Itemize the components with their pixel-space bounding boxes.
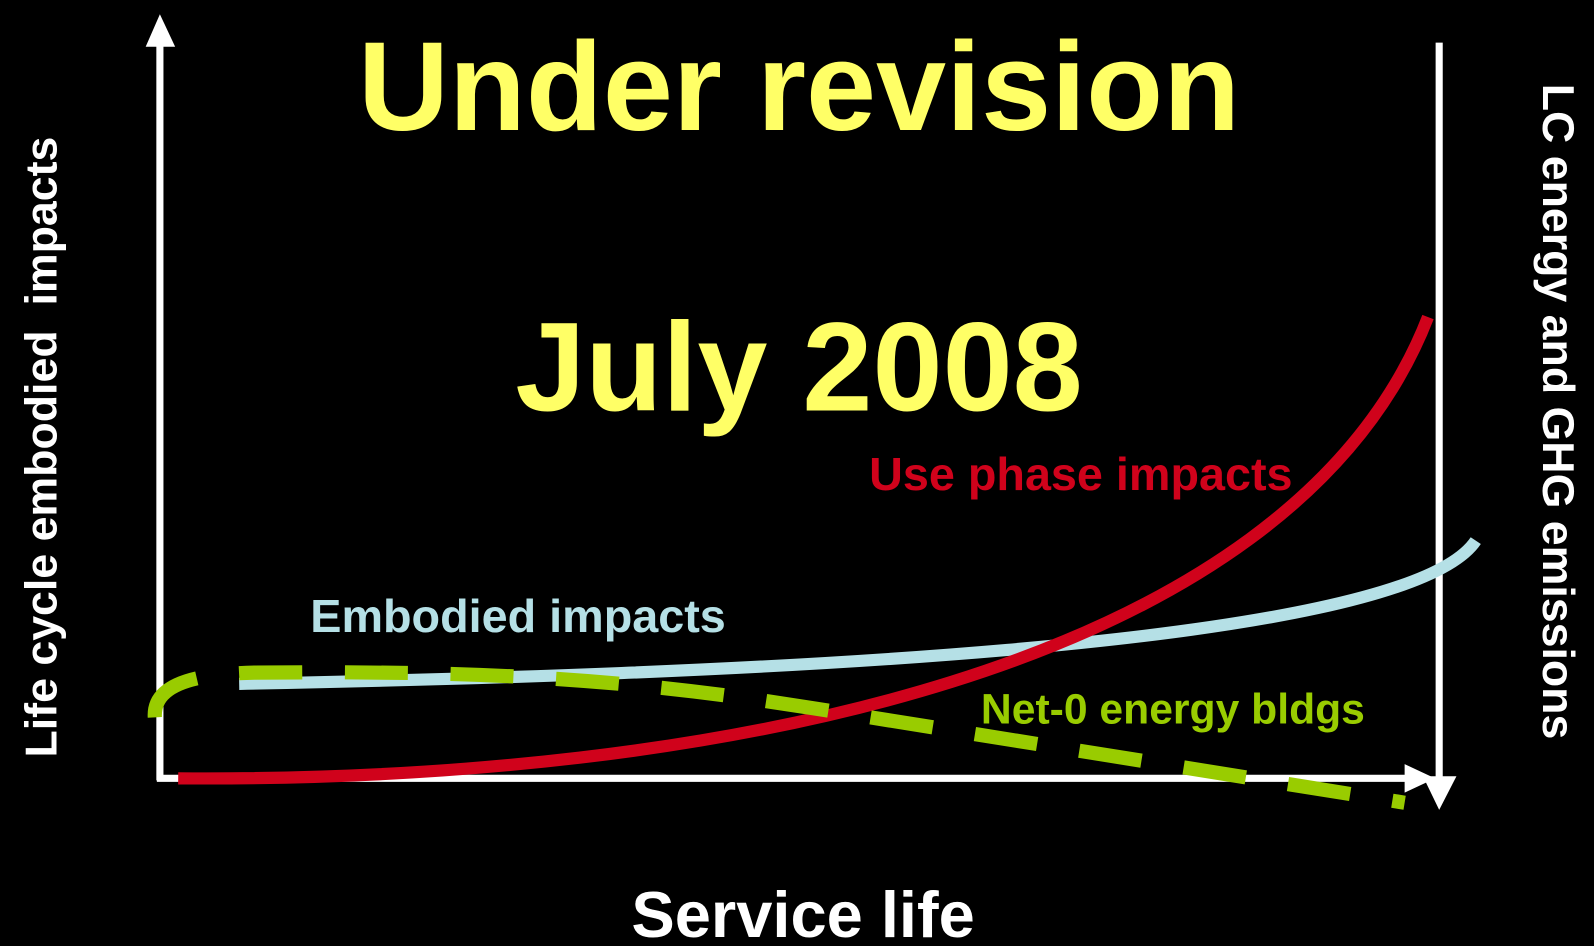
title: Under revision xyxy=(358,16,1240,157)
use-phase-curve xyxy=(178,314,1434,785)
bottom-axis-arrow xyxy=(1404,764,1436,793)
y-right-label: LC energy and GHG emissions xyxy=(1533,84,1582,740)
net-zero-curve xyxy=(147,665,1406,810)
right-axis-arrow xyxy=(1422,776,1457,810)
subtitle: July 2008 xyxy=(515,297,1082,438)
curve-label: Net-0 energy bldgs xyxy=(981,685,1365,733)
x-axis-label: Service life xyxy=(631,878,974,946)
y-left-label: Life cycle embodied impacts xyxy=(17,137,66,758)
left-axis-arrow xyxy=(145,14,176,47)
curve-label: Use phase impacts xyxy=(869,448,1292,500)
curve-label: Embodied impacts xyxy=(310,590,725,642)
